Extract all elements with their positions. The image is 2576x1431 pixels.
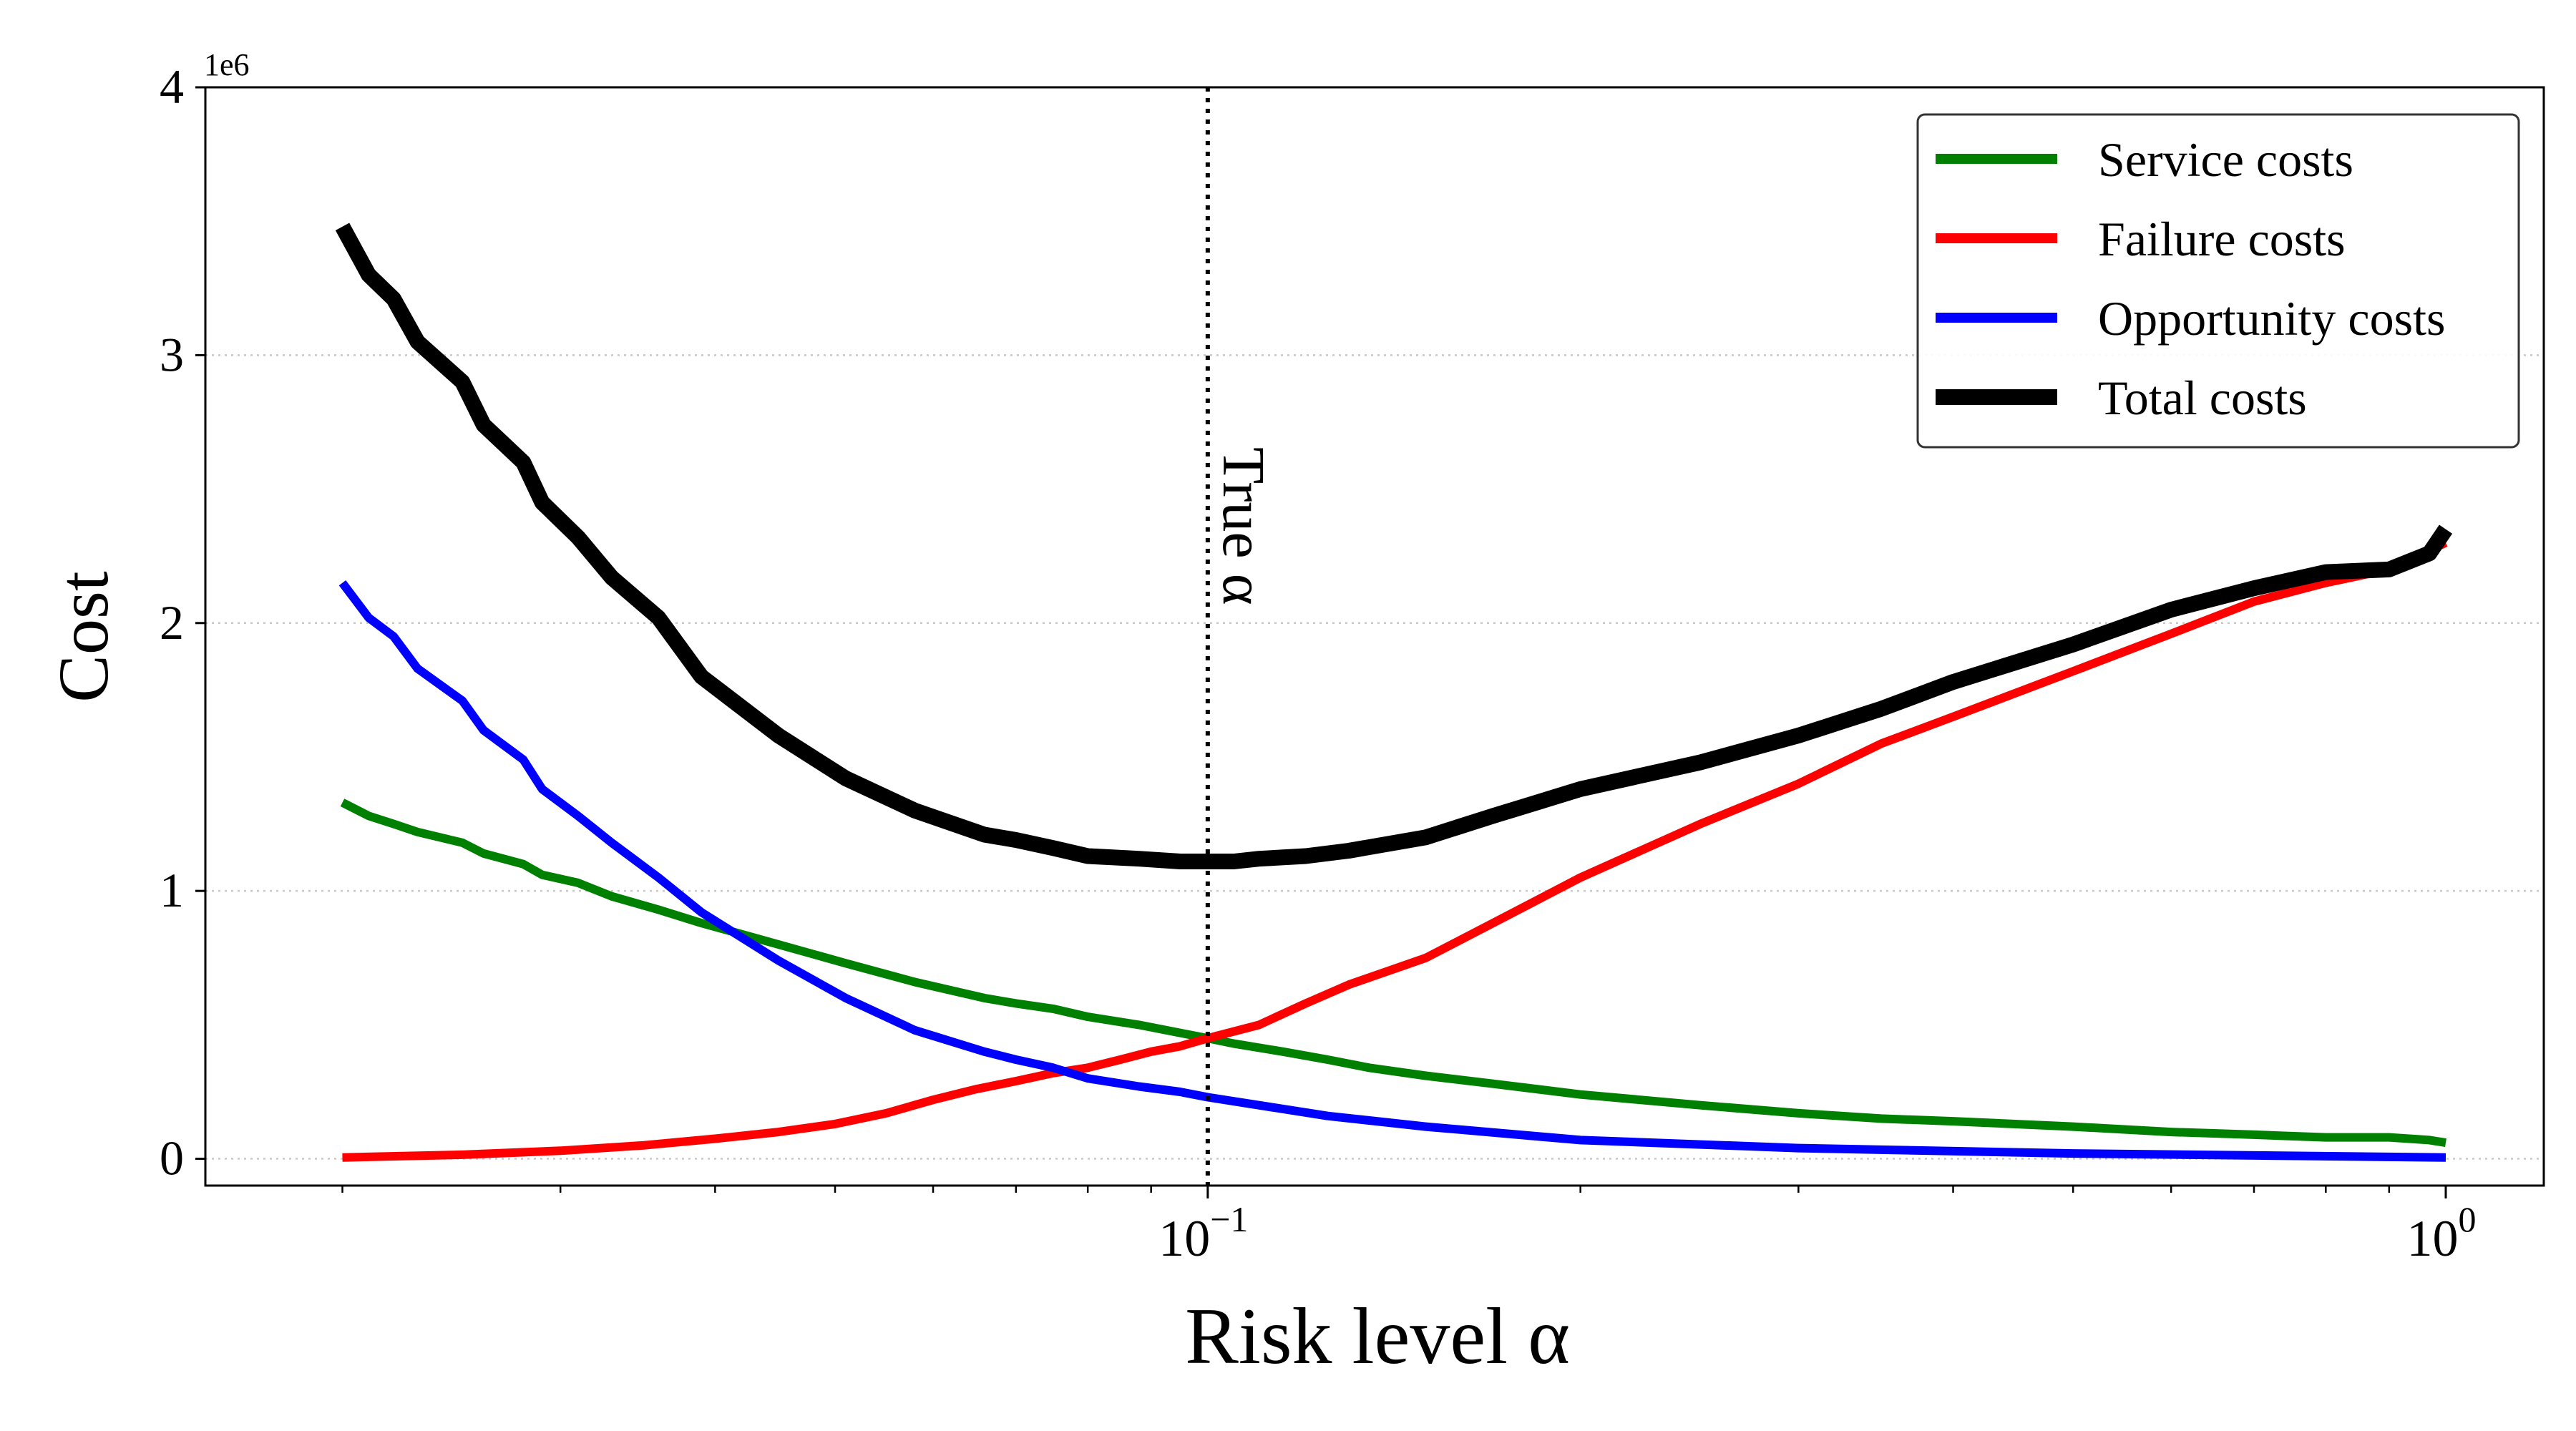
y-tick-label: 0 xyxy=(160,1131,184,1186)
x-tick-label: 100 xyxy=(2407,1199,2477,1267)
series-line-failure-costs xyxy=(342,539,2448,1162)
ticks: 0 1 2 3 4 10−1 100 xyxy=(160,59,2477,1267)
series-line-opportunity-costs xyxy=(338,580,2446,1162)
y-tick-label: 4 xyxy=(160,59,184,114)
y-multiplier-label: 1e6 xyxy=(204,47,250,82)
x-tick-label: 10−1 xyxy=(1158,1199,1248,1267)
y-axis-label: Cost xyxy=(44,571,123,703)
plot-area xyxy=(335,223,2453,1162)
legend-label-service-costs: Service costs xyxy=(2098,132,2353,187)
legend-label-failure-costs: Failure costs xyxy=(2098,212,2346,266)
legend-label-total-costs: Total costs xyxy=(2098,371,2307,425)
true-alpha-marker: True α xyxy=(1205,87,1277,1186)
legend: Service costs Failure costs Opportunity co… xyxy=(1916,113,2520,449)
true-alpha-label: True α xyxy=(1210,447,1277,605)
x-axis-label: Risk level α xyxy=(1185,1292,1570,1381)
series-line-service-costs xyxy=(340,798,2446,1148)
axes-frame xyxy=(204,86,2545,1187)
legend-label-opportunity-costs: Opportunity costs xyxy=(2098,291,2445,346)
legend-box xyxy=(1916,113,2520,449)
y-tick-label: 1 xyxy=(160,863,184,917)
series-line-total-costs xyxy=(335,223,2453,869)
y-tick-label: 3 xyxy=(160,327,184,381)
y-tick-label: 2 xyxy=(160,595,184,650)
